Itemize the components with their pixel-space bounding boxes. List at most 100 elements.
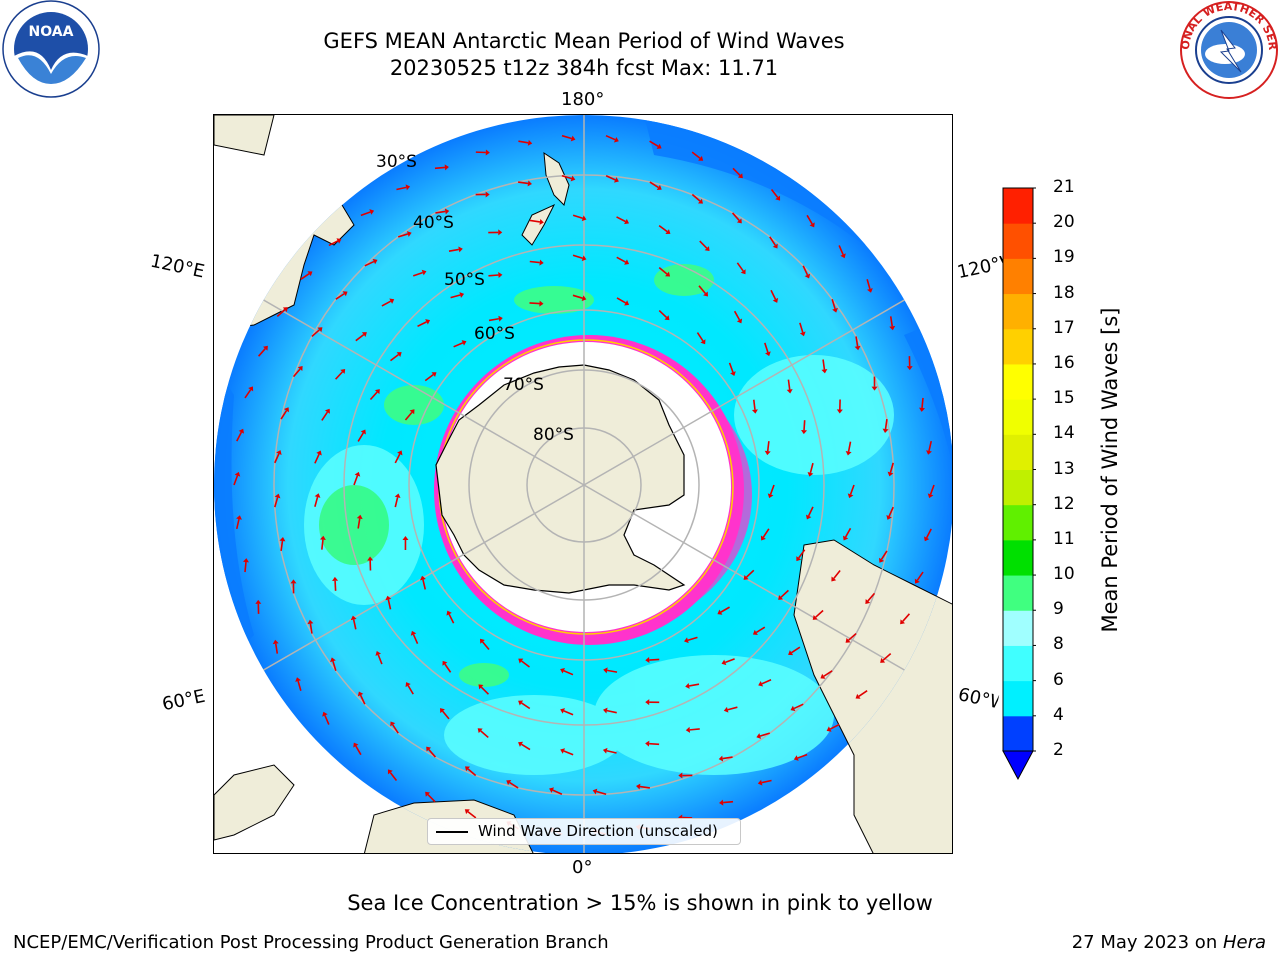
- wave-direction-arrowhead: [372, 258, 378, 265]
- wave-direction-arrowhead: [807, 472, 814, 477]
- wave-direction-arrow: [649, 140, 659, 148]
- colorbar-tick-label: 17: [1053, 317, 1075, 338]
- wave-direction-arrowhead: [765, 351, 771, 357]
- wave-direction-arrowhead: [685, 726, 691, 733]
- wave-direction-arrow: [616, 216, 626, 223]
- wave-direction-arrow: [793, 703, 804, 710]
- wave-direction-arrowhead: [570, 135, 576, 142]
- wave-direction-arrowhead: [485, 149, 490, 156]
- wave-direction-arrowhead: [340, 368, 346, 374]
- wave-direction-arrowhead: [865, 598, 871, 604]
- noaa-logo-text: NOAA: [29, 24, 74, 40]
- wave-direction-arrowhead: [330, 657, 336, 663]
- wave-direction-arrow: [572, 214, 583, 220]
- wave-direction-arrow: [360, 211, 371, 217]
- wave-direction-arrow: [321, 411, 329, 421]
- wave-direction-arrowhead: [539, 259, 544, 266]
- noaa-logo: NOAA: [2, 0, 100, 98]
- wave-direction-arrowhead: [465, 766, 471, 772]
- wave-direction-arrowhead: [425, 319, 431, 325]
- colorbar-tick-label: 8: [1053, 634, 1064, 655]
- wind-wave-arrows: [233, 134, 935, 836]
- wave-direction-arrowhead: [886, 515, 892, 520]
- wave-direction-arrowhead: [360, 429, 366, 435]
- wave-direction-arrow: [764, 342, 769, 353]
- colorbar-segment: [1003, 504, 1033, 541]
- wave-direction-arrow: [889, 316, 894, 327]
- wave-direction-arrowhead: [560, 667, 565, 674]
- wave-direction-arrow: [404, 411, 413, 421]
- wave-direction-arrowhead: [405, 682, 411, 688]
- wave-direction-arrow: [517, 181, 529, 185]
- wave-direction-arrow: [699, 240, 708, 249]
- wave-direction-arrow: [866, 279, 871, 290]
- wave-direction-arrow: [521, 743, 531, 751]
- wave-direction-arrowhead: [317, 327, 323, 333]
- wave-direction-arrow: [314, 453, 320, 464]
- wave-direction-arrowhead: [882, 428, 889, 433]
- colorbar-segment: [1003, 715, 1033, 752]
- wave-direction-arrowhead: [374, 389, 380, 395]
- wave-direction-arrowhead: [314, 493, 321, 498]
- wave-direction-arrow: [732, 167, 741, 176]
- wave-direction-arrowhead: [581, 255, 587, 262]
- wave-direction-arrowhead: [809, 222, 815, 228]
- lat-label-40s: 40°S: [413, 213, 454, 233]
- footer-date: 27 May 2023 on Hera: [1072, 932, 1266, 953]
- wave-direction-arrowhead: [394, 493, 401, 499]
- wave-direction-arrow: [448, 613, 455, 624]
- wave-direction-arrowhead: [498, 272, 503, 278]
- wave-direction-arrowhead: [405, 184, 411, 191]
- wave-direction-arrowhead: [361, 332, 367, 337]
- meridian-line: [583, 224, 952, 486]
- wave-direction-arrowhead: [336, 238, 342, 244]
- wave-direction-arrowhead: [242, 558, 249, 563]
- wave-direction-arrowhead: [836, 409, 843, 414]
- wave-direction-arrowhead: [431, 372, 437, 378]
- wave-direction-arrow: [488, 274, 499, 277]
- wave-direction-arrow: [563, 710, 574, 716]
- wave-direction-arrow: [724, 658, 735, 664]
- wave-direction-arrowhead: [480, 638, 485, 644]
- wave-direction-arrow: [381, 300, 392, 307]
- wave-direction-arrowhead: [527, 139, 533, 146]
- lat-label-60s: 60°S: [474, 324, 515, 344]
- wave-direction-arrowhead: [369, 209, 375, 215]
- wave-direction-arrow: [921, 397, 924, 408]
- wave-direction-arrow: [803, 420, 806, 431]
- wave-direction-arrow: [276, 309, 286, 317]
- wave-direction-arrow: [727, 706, 738, 711]
- wave-direction-arrow: [509, 781, 519, 789]
- chart-subtitle: 20230525 t12z 384h fcst Max: 11.71: [389, 56, 779, 80]
- wave-direction-arrowhead: [740, 269, 746, 275]
- wave-direction-arrowhead: [812, 614, 818, 620]
- wave-direction-arrow: [831, 298, 836, 310]
- wave-direction-arrowhead: [887, 471, 894, 477]
- wave-direction-arrowhead: [353, 742, 359, 748]
- wave-direction-arrow: [394, 453, 401, 464]
- wave-direction-arrowhead: [871, 386, 878, 391]
- wave-direction-arrowhead: [255, 599, 262, 604]
- wave-direction-arrowhead: [560, 748, 566, 754]
- wave-direction-arrow: [448, 248, 459, 252]
- wave-direction-arrowhead: [603, 667, 608, 674]
- wave-direction-arrowhead: [421, 269, 427, 276]
- wave-direction-arrow: [916, 571, 924, 581]
- wave-direction-arrowhead: [656, 184, 662, 190]
- wave-direction-arrowhead: [459, 292, 465, 298]
- wave-direction-arrow: [364, 260, 375, 267]
- colorbar-tick-label: 6: [1053, 669, 1064, 690]
- wave-direction-arrowhead: [354, 471, 361, 477]
- wave-direction-arrowhead: [698, 155, 704, 161]
- wave-direction-arrow: [802, 265, 809, 276]
- wave-direction-arrowhead: [498, 315, 503, 322]
- wave-direction-arrow: [807, 506, 814, 517]
- wave-direction-arrow: [780, 589, 789, 598]
- wave-direction-arrow: [770, 289, 777, 300]
- wave-direction-arrowhead: [790, 705, 796, 712]
- wave-direction-arrow: [233, 475, 239, 486]
- wave-direction-arrowhead: [324, 408, 330, 414]
- wave-direction-arrow: [848, 632, 857, 641]
- wave-direction-arrowhead: [703, 291, 708, 297]
- wave-direction-arrow: [392, 724, 399, 734]
